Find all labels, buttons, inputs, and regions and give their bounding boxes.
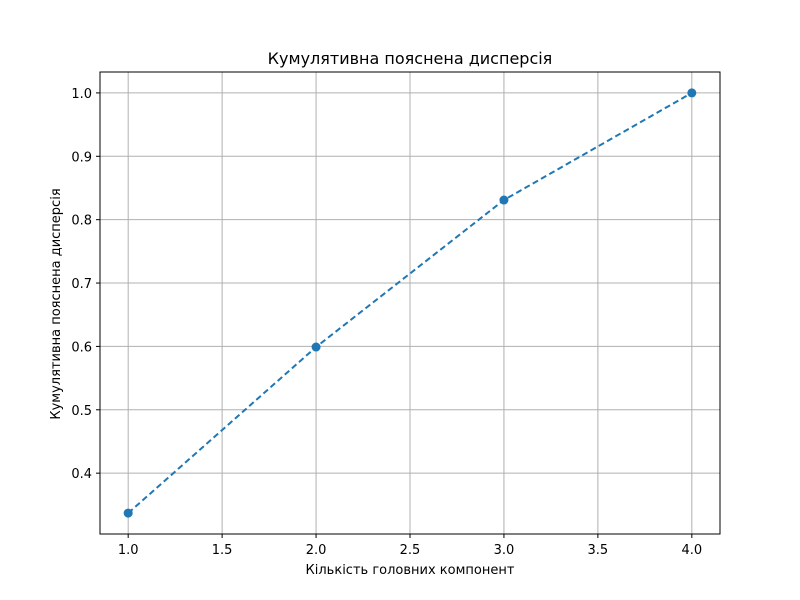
x-tick-label: 4.0 <box>681 543 702 558</box>
series-line <box>127 92 693 514</box>
x-axis-label: Кількість головних компонент <box>306 563 515 578</box>
x-tick-label: 3.0 <box>494 543 515 558</box>
y-axis-label: Кумулятивна пояснена дисперсія <box>49 188 64 419</box>
ticks: 1.0 1.5 2.0 2.5 3.0 3.5 4.0 0.4 0.5 0.6 0.7 0.8 0.9 1… <box>71 87 702 558</box>
x-tick-label: 1.0 <box>118 543 139 558</box>
y-tick-label: 0.6 <box>71 340 92 355</box>
y-tick-label: 0.8 <box>71 214 92 229</box>
chart-title: Кумулятивна пояснена дисперсія <box>268 49 553 68</box>
grid <box>100 72 720 534</box>
data-point <box>311 342 321 352</box>
series-layer <box>123 88 697 518</box>
x-tick-label: 2.0 <box>306 543 327 558</box>
x-tick-label: 2.5 <box>400 543 421 558</box>
x-tick-label: 1.5 <box>212 543 233 558</box>
y-tick-label: 0.4 <box>71 467 92 482</box>
y-tick-label: 0.9 <box>71 150 92 165</box>
y-tick-label: 1.0 <box>71 87 92 102</box>
y-tick-label: 0.5 <box>71 404 92 419</box>
data-point <box>687 88 697 98</box>
y-tick-label: 0.7 <box>71 277 92 292</box>
data-point <box>499 195 509 205</box>
x-tick-label: 3.5 <box>588 543 609 558</box>
data-point <box>123 508 133 518</box>
